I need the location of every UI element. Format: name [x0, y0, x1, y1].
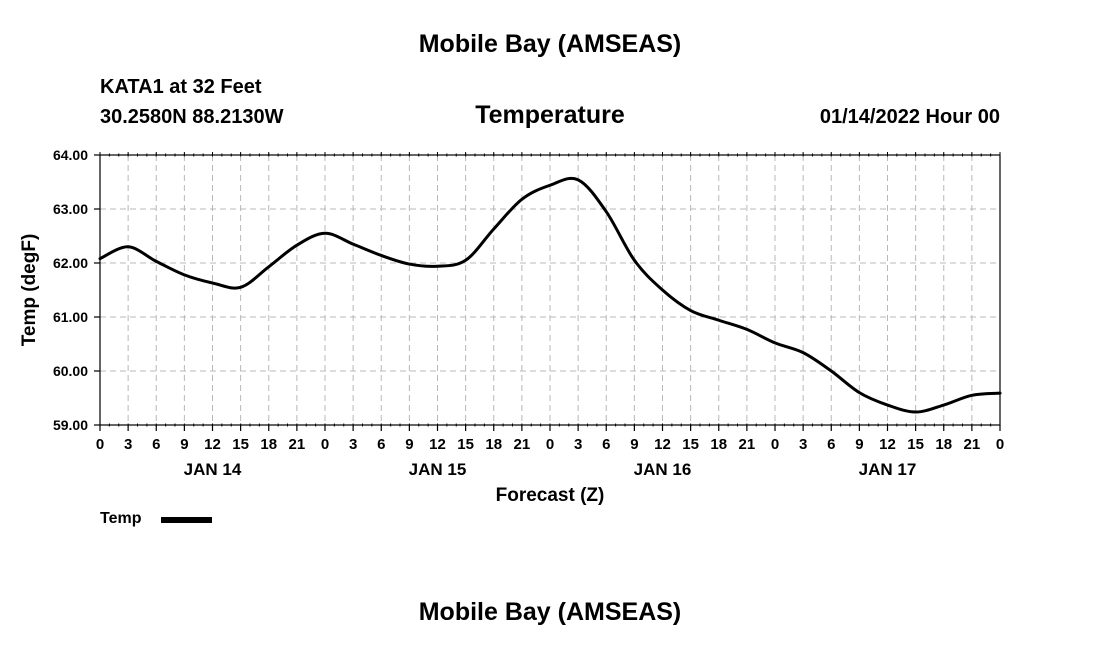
day-label: JAN 17	[859, 460, 917, 479]
x-tick-label: 21	[739, 436, 756, 453]
chart-footer-title: Mobile Bay (AMSEAS)	[418, 598, 682, 626]
legend-label-temp: Temp	[100, 510, 142, 527]
station-coordinates: 30.2580N 88.2130W	[100, 106, 284, 128]
station-label: KATA1 at 32 Feet	[100, 76, 262, 98]
y-axis-title: Temp (degF)	[19, 234, 40, 347]
x-tick-label: 0	[321, 436, 329, 453]
x-tick-label: 3	[574, 436, 582, 453]
x-tick-label: 0	[546, 436, 554, 453]
x-tick-label: 6	[377, 436, 385, 453]
x-tick-label: 3	[349, 436, 357, 453]
x-tick-label: 0	[996, 436, 1004, 453]
x-tick-label: 0	[771, 436, 779, 453]
x-tick-label: 18	[260, 436, 277, 453]
x-tick-label: 12	[204, 436, 221, 453]
x-tick-label: 15	[457, 436, 474, 453]
x-axis-tick-labels: 0 3 6 9 12 15 18 21 0 3 6 9 12 15 18 21 0 3 6 9 12 15 18 21 0 3 6 9…	[96, 436, 1004, 453]
x-tick-label: 6	[152, 436, 160, 453]
legend-swatch-temp	[161, 517, 212, 523]
x-tick-label: 12	[654, 436, 671, 453]
x-tick-label: 9	[405, 436, 413, 453]
y-tick-label: 60.00	[53, 363, 88, 379]
x-tick-label: 18	[485, 436, 502, 453]
x-tick-label: 9	[630, 436, 638, 453]
x-tick-label: 0	[96, 436, 104, 453]
x-tick-label: 21	[289, 436, 306, 453]
day-label: JAN 14	[184, 460, 242, 479]
x-tick-label: 18	[935, 436, 952, 453]
y-tick-label: 59.00	[53, 417, 88, 433]
x-tick-label: 15	[232, 436, 249, 453]
x-tick-label: 9	[180, 436, 188, 453]
y-tick-label: 62.00	[53, 255, 88, 271]
chart-header-title: Mobile Bay (AMSEAS)	[418, 30, 682, 58]
x-tick-label: 12	[879, 436, 896, 453]
day-label: JAN 16	[634, 460, 692, 479]
day-label: JAN 15	[409, 460, 467, 479]
x-tick-label: 3	[799, 436, 807, 453]
grid	[100, 155, 1000, 425]
x-tick-label: 12	[429, 436, 446, 453]
series-line-temp	[98, 176, 1002, 414]
x-tick-label: 9	[855, 436, 863, 453]
x-tick-label: 21	[964, 436, 981, 453]
x-tick-label: 6	[827, 436, 835, 453]
y-tick-label: 61.00	[53, 309, 88, 325]
day-labels: JAN 14 JAN 15 JAN 16 JAN 17	[184, 460, 917, 479]
x-tick-label: 6	[602, 436, 610, 453]
axis-ticks	[94, 152, 1001, 431]
variable-title: Temperature	[475, 101, 625, 129]
y-tick-label: 64.00	[53, 147, 88, 163]
x-tick-label: 15	[907, 436, 924, 453]
forecast-timestamp: 01/14/2022 Hour 00	[819, 106, 1000, 128]
x-tick-label: 18	[710, 436, 727, 453]
x-axis-title: Forecast (Z)	[496, 485, 605, 506]
y-axis-tick-labels: 59.00 60.00 61.00 62.00 63.00 64.00	[53, 147, 88, 433]
x-tick-label: 15	[682, 436, 699, 453]
x-tick-label: 21	[514, 436, 531, 453]
y-tick-label: 63.00	[53, 201, 88, 217]
x-tick-label: 3	[124, 436, 132, 453]
